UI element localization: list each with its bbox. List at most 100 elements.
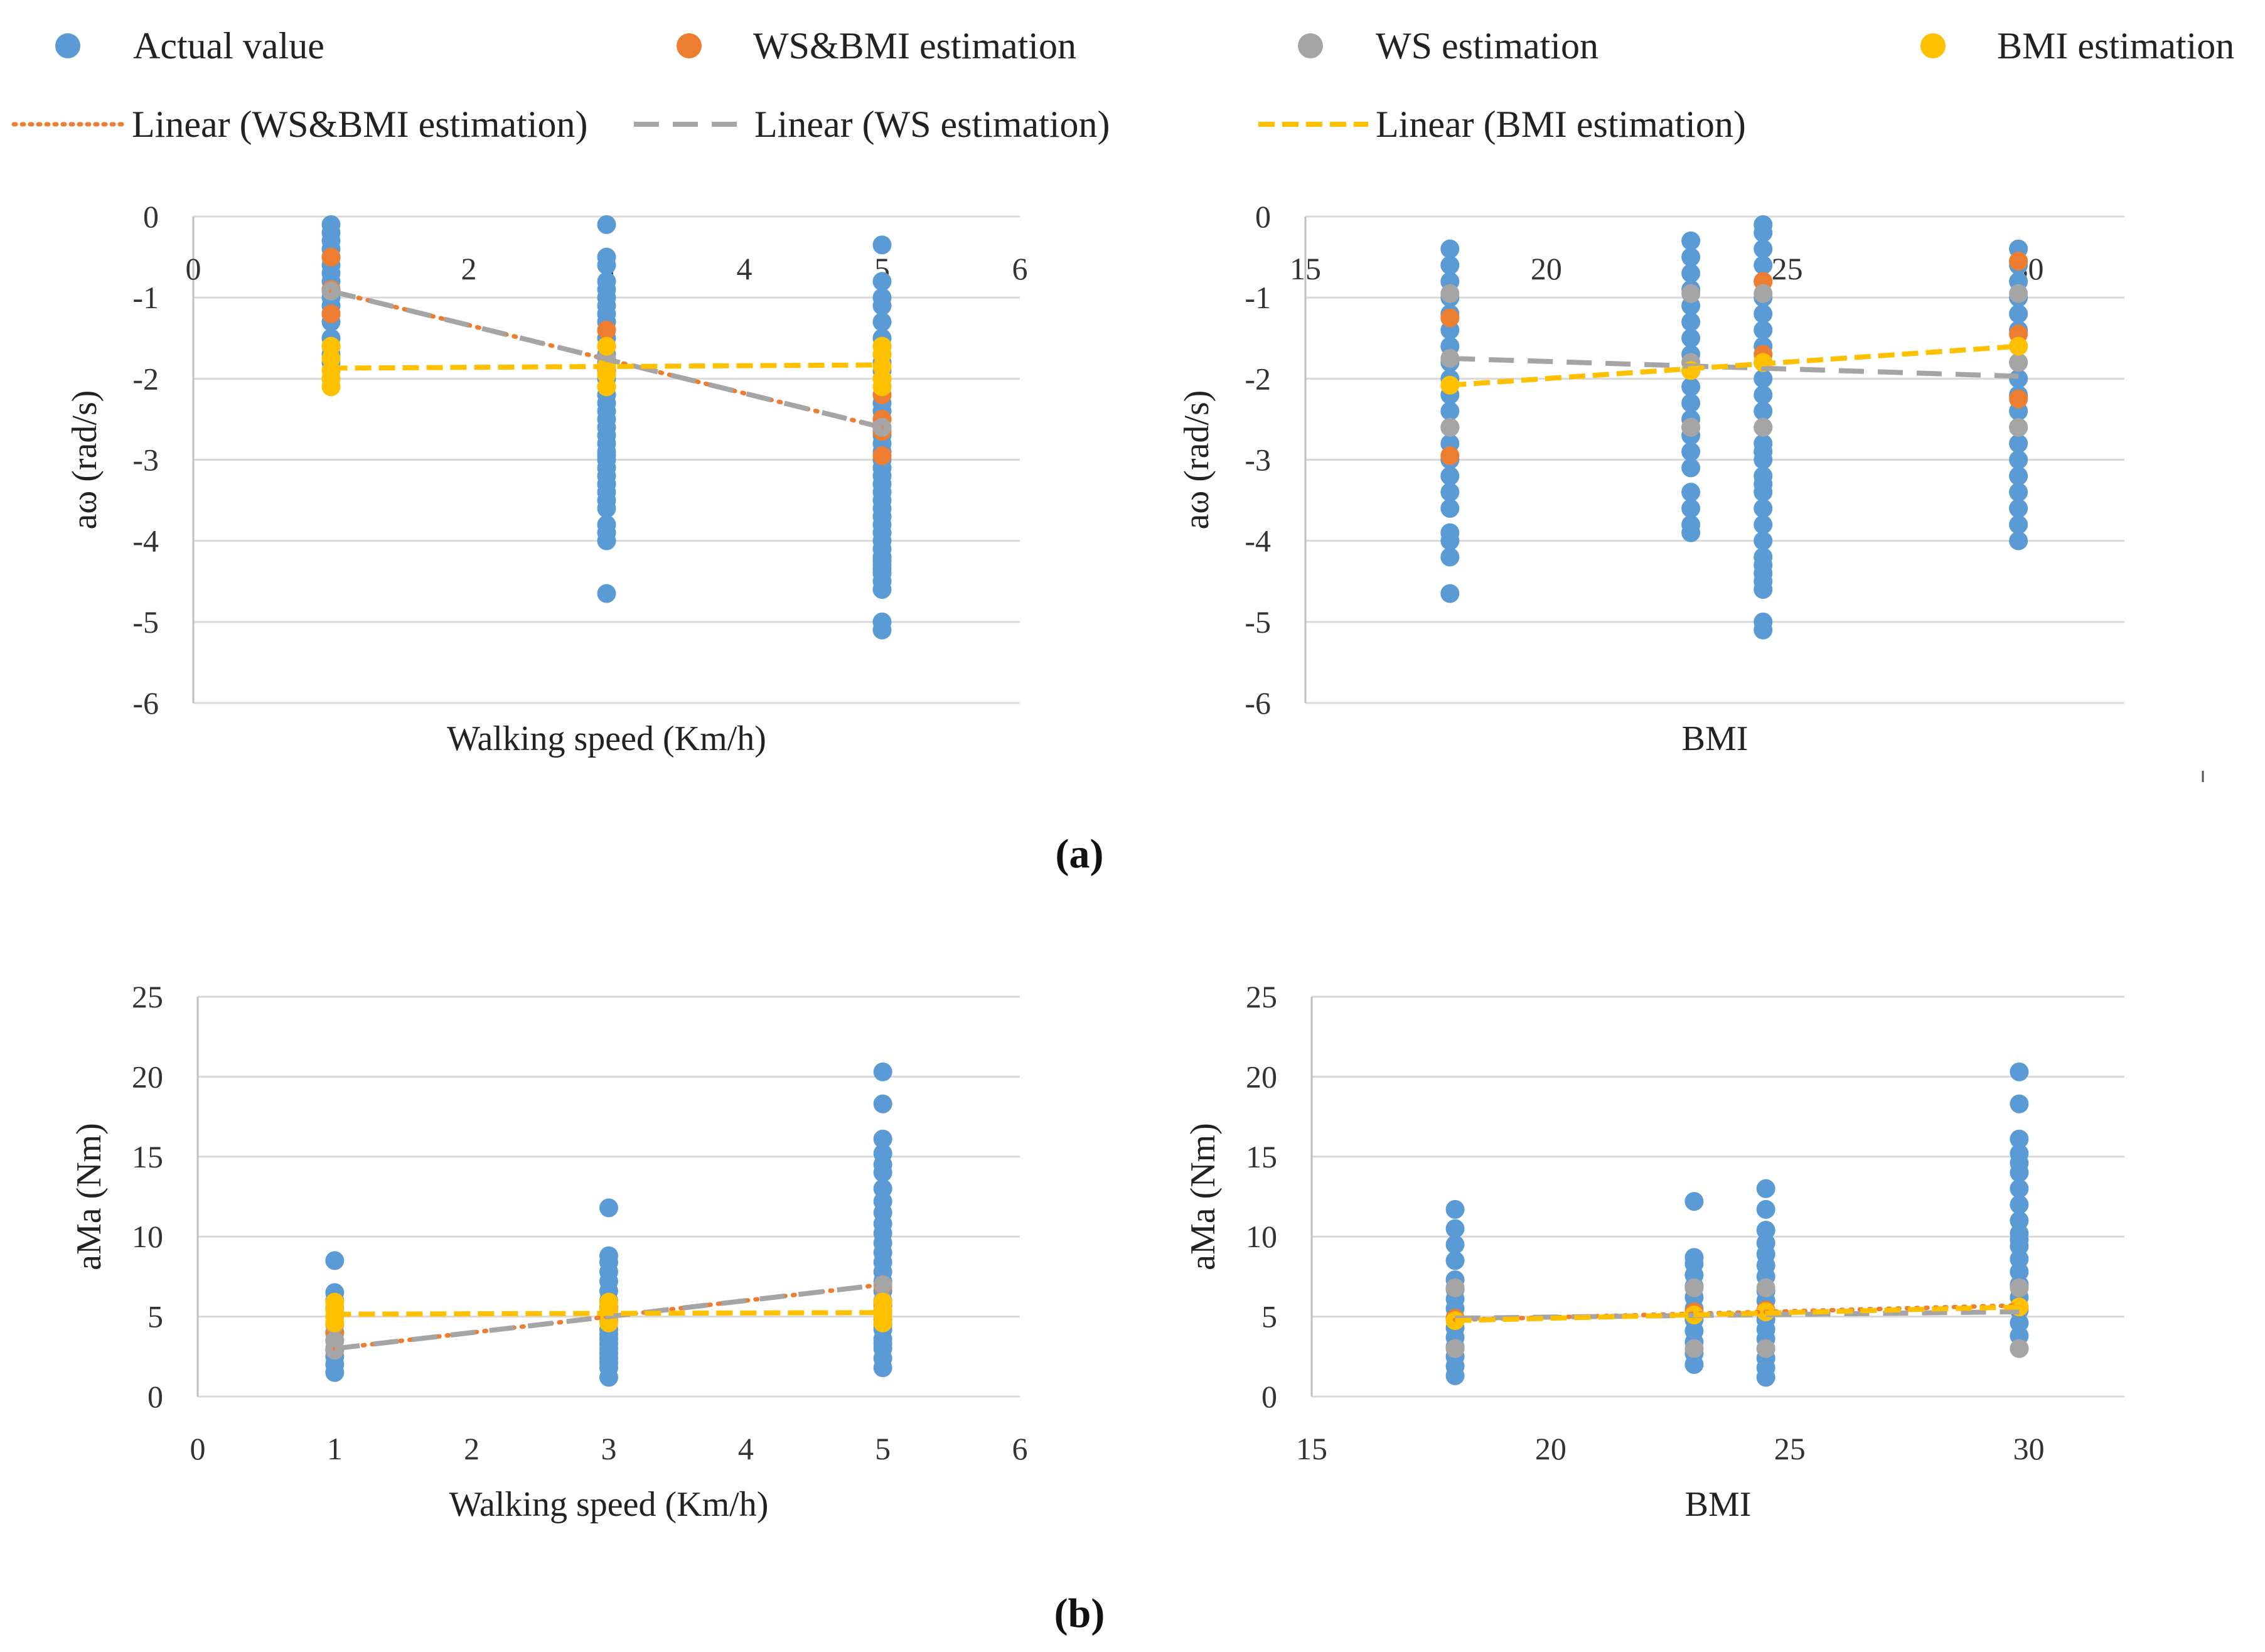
point-actual-value	[1681, 328, 1701, 348]
x-axis-label: Walking speed (Km/h)	[447, 719, 766, 758]
point-ws-estimation	[1684, 1339, 1704, 1358]
point-actual-value	[1754, 223, 1773, 242]
point-ws-bmi-estimation	[1440, 446, 1460, 466]
y-tick-label: 0	[1255, 199, 1271, 234]
y-tick-label: -6	[132, 685, 159, 721]
x-tick-label: 2	[464, 1431, 479, 1466]
point-ws-estimation	[1754, 284, 1773, 303]
chart-aw-vs-walking-speed: 0-1-2-3-4-5-60123456Walking speed (Km/h)…	[65, 199, 1028, 758]
x-tick-label: 4	[738, 1431, 754, 1466]
legend-marker-ws	[1298, 33, 1323, 58]
point-actual-value	[1756, 1179, 1775, 1198]
y-tick-label: -2	[1245, 361, 1271, 396]
point-actual-value	[1754, 475, 1773, 494]
point-actual-value	[1681, 377, 1701, 397]
legend-label-lin-ws: Linear (WS estimation)	[754, 104, 1110, 145]
legend-label-actual: Actual value	[133, 25, 324, 67]
y-tick-label: 15	[1246, 1139, 1277, 1174]
point-actual-value	[1681, 394, 1701, 413]
point-ws-estimation	[2009, 284, 2028, 303]
point-actual-value	[2009, 466, 2028, 486]
point-actual-value	[872, 559, 892, 579]
point-ws-estimation	[1440, 284, 1460, 303]
x-tick-label: 20	[1535, 1431, 1566, 1466]
point-ws-estimation	[2009, 417, 2028, 437]
x-tick-label: 0	[190, 1431, 206, 1466]
point-actual-value	[873, 1179, 892, 1198]
y-tick-label: 0	[147, 1379, 163, 1414]
point-actual-value	[1754, 572, 1773, 591]
point-actual-value	[2010, 1211, 2029, 1230]
legend-marker-bmi	[1920, 33, 1946, 58]
legend: Actual value WS&BMI estimation WS estima…	[11, 25, 2234, 145]
point-actual-value	[872, 475, 892, 494]
point-ws-bmi-estimation	[597, 320, 616, 340]
point-actual-value	[873, 1094, 892, 1113]
y-tick-label: -4	[1245, 523, 1271, 559]
point-actual-value	[325, 1251, 345, 1270]
y-axis-label: aMa (Nm)	[1184, 1123, 1223, 1270]
point-actual-value	[597, 255, 616, 275]
point-actual-value	[2009, 304, 2028, 323]
point-bmi-estimation	[597, 336, 616, 356]
point-actual-value	[2010, 1062, 2029, 1081]
point-actual-value	[597, 394, 616, 413]
point-actual-value	[1681, 458, 1701, 478]
point-ws-estimation	[1440, 417, 1460, 437]
x-axis-label: BMI	[1685, 1485, 1752, 1524]
y-tick-label: -3	[1245, 442, 1271, 478]
point-actual-value	[2009, 515, 2028, 534]
point-actual-value	[1445, 1199, 1465, 1219]
point-actual-value	[1756, 1199, 1775, 1219]
point-actual-value	[597, 584, 616, 603]
y-tick-label: 25	[1246, 979, 1277, 1014]
point-actual-value	[2010, 1129, 2029, 1149]
point-actual-value	[1756, 1221, 1775, 1240]
legend-label-wsbmi: WS&BMI estimation	[753, 25, 1076, 67]
point-actual-value	[597, 531, 616, 550]
point-ws-estimation	[1445, 1278, 1465, 1297]
point-actual-value	[1754, 515, 1773, 534]
point-actual-value	[2010, 1179, 2029, 1198]
panel-label-b: (b)	[1054, 1590, 1105, 1636]
y-tick-label: 10	[132, 1219, 163, 1254]
point-actual-value	[1440, 499, 1460, 518]
point-actual-value	[872, 235, 892, 255]
point-actual-value	[1754, 304, 1773, 323]
point-actual-value	[1681, 231, 1701, 250]
point-actual-value	[872, 296, 892, 316]
y-tick-label: -1	[1245, 280, 1271, 315]
y-tick-label: 25	[132, 979, 163, 1014]
trendline-linear-bmi-estimation-	[331, 362, 882, 371]
x-tick-label: 20	[1531, 251, 1562, 286]
point-bmi-estimation	[2009, 336, 2028, 356]
point-actual-value	[1754, 385, 1773, 405]
point-actual-value	[1754, 239, 1773, 259]
y-tick-label: -5	[1245, 604, 1271, 640]
point-ws-estimation	[2009, 353, 2028, 372]
point-ws-estimation	[1681, 417, 1701, 437]
x-tick-label: 25	[1772, 251, 1803, 286]
x-tick-label: 15	[1290, 251, 1321, 286]
y-tick-label: 5	[1261, 1299, 1277, 1334]
point-actual-value	[1440, 584, 1460, 603]
point-actual-value	[1754, 402, 1773, 421]
point-ws-estimation	[2010, 1278, 2029, 1297]
x-tick-label: 0	[186, 251, 201, 286]
point-actual-value	[1754, 499, 1773, 518]
y-tick-label: 10	[1246, 1219, 1277, 1254]
point-actual-value	[2010, 1195, 2029, 1215]
point-bmi-estimation	[597, 377, 616, 397]
legend-marker-actual	[55, 33, 80, 58]
point-actual-value	[1440, 483, 1460, 502]
legend-label-ws: WS estimation	[1376, 25, 1598, 67]
y-tick-label: 0	[1261, 1379, 1277, 1414]
point-actual-value	[1445, 1251, 1465, 1270]
point-actual-value	[1681, 499, 1701, 518]
point-ws-estimation	[1681, 284, 1701, 303]
x-tick-label: 3	[601, 1431, 617, 1466]
y-tick-label: 5	[147, 1299, 163, 1334]
x-tick-label: 6	[1012, 251, 1028, 286]
